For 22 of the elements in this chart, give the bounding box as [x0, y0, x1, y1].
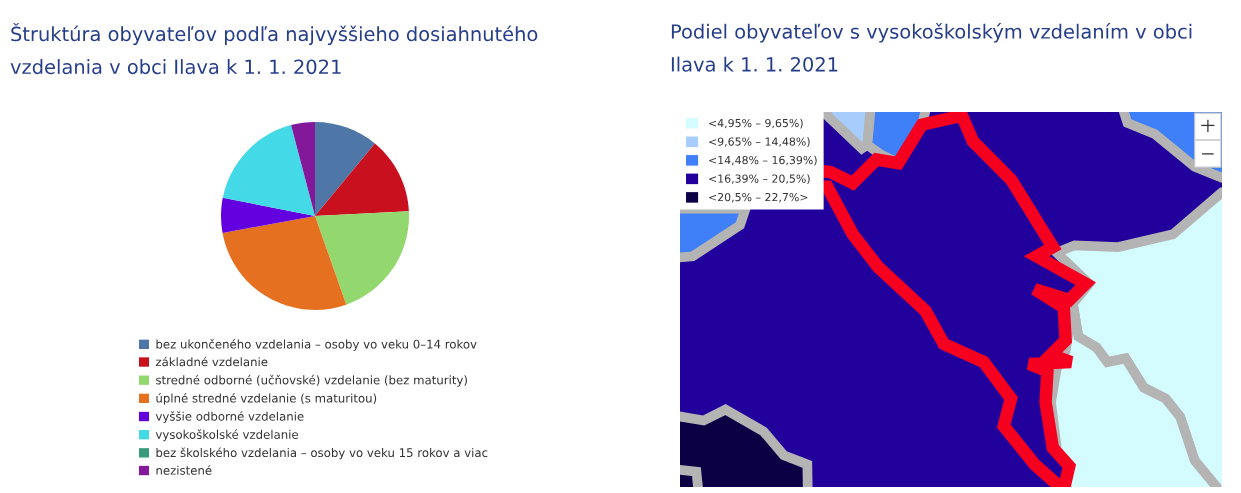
pie-slice [222, 125, 315, 216]
legend-label: nezistené [156, 465, 212, 475]
legend-label: stredné odborné (učňovské) vzdelanie (bez maturity) [156, 374, 467, 387]
text: Podiel obyvateľov s vysokoškolským vzdelaním v obci Ilava k 1. 1. 2021 [671, 23, 1192, 72]
category-label: <16,39% – 20,5%) [709, 174, 810, 185]
pie-slice [315, 143, 409, 216]
pie-slice [315, 211, 409, 305]
legend-label: vysokoškolské vzdelanie [155, 429, 299, 442]
legend-label: základné vzdelanie [155, 356, 268, 367]
legend-label: bez školského vzdelania – osoby vo veku 15 rokov a viac [156, 447, 488, 460]
category-label: <9,65% – 14,48%) [709, 137, 810, 147]
legend-label: bez ukončeného vzdelania – osoby vo veku 0–14 rokov [156, 339, 477, 351]
pie-slice [222, 216, 347, 310]
pie-slice [291, 122, 315, 216]
category-label: <14,48% – 16,39%) [709, 155, 817, 166]
legend-label: úplné stredné vzdelanie (s maturitou) [156, 393, 377, 405]
pie-slice [315, 122, 375, 216]
chart-title: Štruktúra obyvateľov podľa najvyššieho dosiahnutého vzdelania v obci Ilava k 1. 1. 2021 [10, 23, 538, 75]
pie-slice [221, 197, 315, 234]
legend-label: vyššie odborné vzdelanie [155, 411, 304, 424]
category-label: <4,95% – 9,65%) [709, 118, 803, 129]
category-label: <20,5% – 22,7%> [709, 192, 808, 203]
